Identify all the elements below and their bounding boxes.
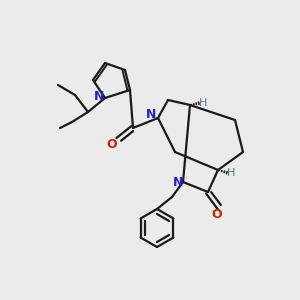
Text: H: H bbox=[227, 168, 235, 178]
Text: H: H bbox=[199, 98, 207, 108]
Text: O: O bbox=[212, 208, 222, 221]
Text: O: O bbox=[107, 139, 117, 152]
Text: N: N bbox=[173, 176, 183, 188]
Text: N: N bbox=[94, 89, 104, 103]
Text: N: N bbox=[146, 109, 156, 122]
